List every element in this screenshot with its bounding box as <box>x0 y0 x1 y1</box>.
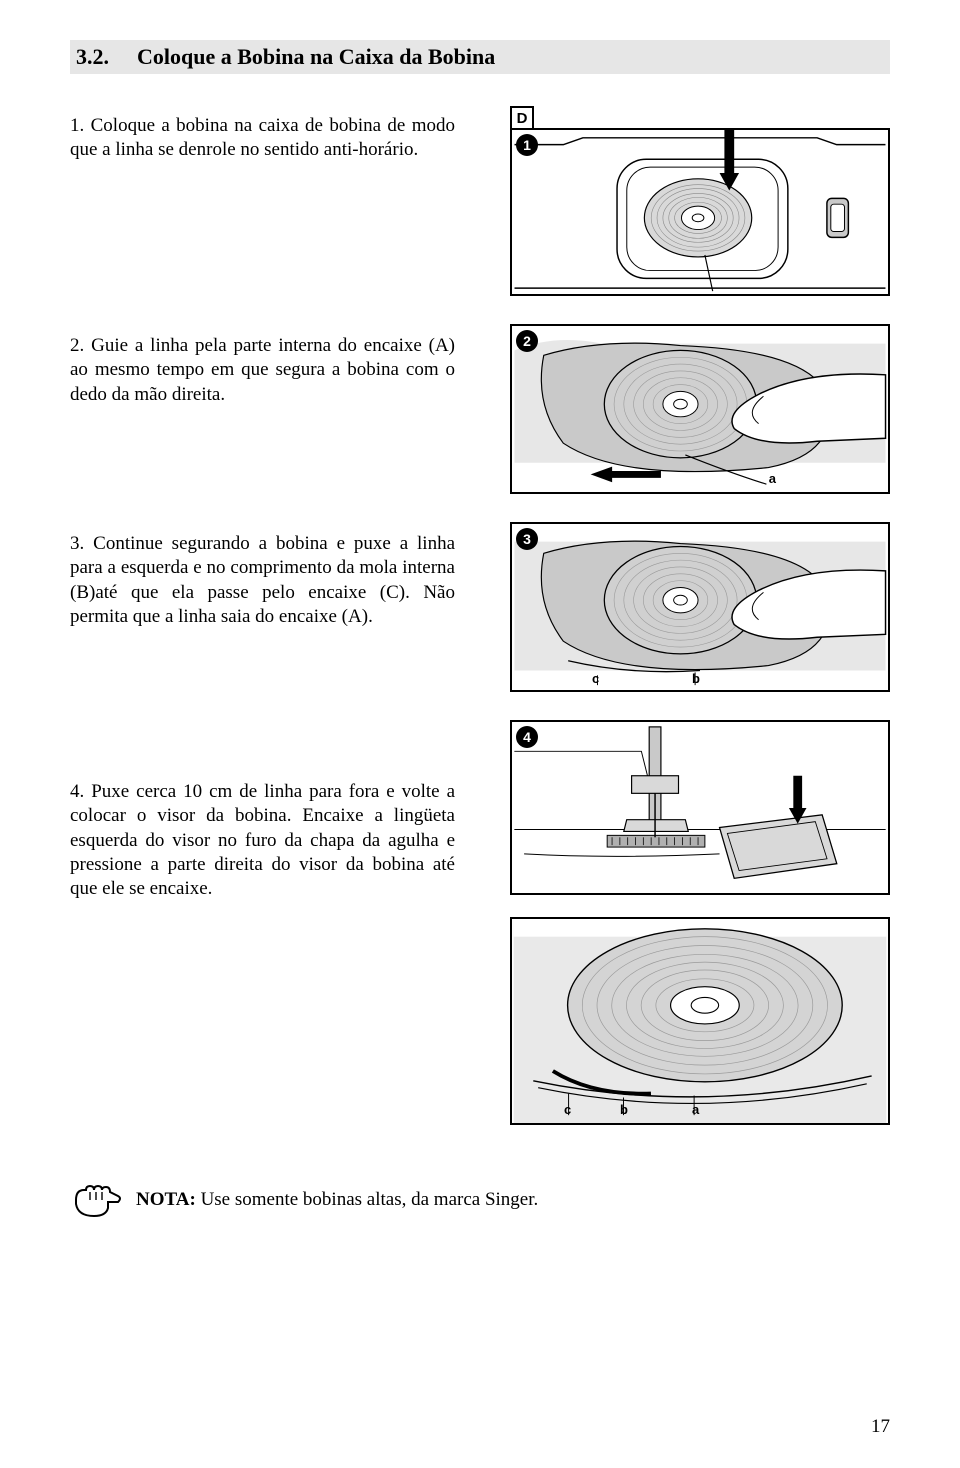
note-label: NOTA: <box>136 1189 196 1210</box>
figure-3-label-b: b <box>692 671 700 686</box>
note-text: NOTA: Use somente bobinas altas, da marc… <box>136 1189 538 1211</box>
step-4-num: 4. <box>70 781 84 802</box>
figure-2-badge: 2 <box>516 330 538 352</box>
step-1-text: 1. Coloque a bobina na caixa de bobina d… <box>70 104 455 163</box>
section-heading: 3.2. Coloque a Bobina na Caixa da Bobina <box>70 40 890 74</box>
figure-3: 3 c b <box>510 522 890 692</box>
step-3-text: 3. Continue segurando a bobina e puxe a … <box>70 522 455 629</box>
row-step-2: 2. Guie a linha pela parte interna do en… <box>70 324 890 494</box>
note-row: NOTA: Use somente bobinas altas, da marc… <box>70 1180 890 1220</box>
page-number: 17 <box>871 1416 890 1438</box>
step-2-num: 2. <box>70 335 84 356</box>
section-title: Coloque a Bobina na Caixa da Bobina <box>137 44 495 69</box>
step-4-body: Puxe cerca 10 cm de linha para fora e vo… <box>70 781 455 899</box>
figure-5: c b a <box>510 917 890 1125</box>
figure-1: D 1 <box>510 128 890 296</box>
step-3-num: 3. <box>70 533 84 554</box>
step-3-body: Continue segurando a bobina e puxe a lin… <box>70 533 455 627</box>
row-step-1: 1. Coloque a bobina na caixa de bobina d… <box>70 104 890 296</box>
step-1-body: Coloque a bobina na caixa de bobina de m… <box>70 115 455 160</box>
figure-2-label-a: a <box>769 471 776 486</box>
step-2-body: Guie a linha pela parte interna do encai… <box>70 335 455 405</box>
figure-5-label-c: c <box>564 1102 571 1117</box>
hand-pointing-icon <box>70 1180 122 1220</box>
figure-5-label-b: b <box>620 1102 628 1117</box>
figure-4-badge: 4 <box>516 726 538 748</box>
figure-d-label: D <box>510 106 534 130</box>
figure-2: 2 a <box>510 324 890 494</box>
figure-col-2: 2 a <box>510 324 890 494</box>
figure-3-label-c: c <box>592 671 599 686</box>
step-1-num: 1. <box>70 115 84 136</box>
figure-4: 4 <box>510 720 890 895</box>
figure-col-4: 4 <box>510 720 890 1125</box>
note-body: Use somente bobinas altas, da marca Sing… <box>201 1189 539 1210</box>
section-number: 3.2. <box>76 44 109 70</box>
figure-col-1: D 1 <box>510 128 890 296</box>
row-step-3: 3. Continue segurando a bobina e puxe a … <box>70 522 890 692</box>
step-4-text: 4. Puxe cerca 10 cm de linha para fora e… <box>70 720 455 902</box>
figure-5-label-a: a <box>692 1102 699 1117</box>
figure-col-3: 3 c b <box>510 522 890 692</box>
row-step-4: 4. Puxe cerca 10 cm de linha para fora e… <box>70 720 890 1125</box>
step-2-text: 2. Guie a linha pela parte interna do en… <box>70 324 455 407</box>
figure-3-badge: 3 <box>516 528 538 550</box>
figure-1-badge: 1 <box>516 134 538 156</box>
